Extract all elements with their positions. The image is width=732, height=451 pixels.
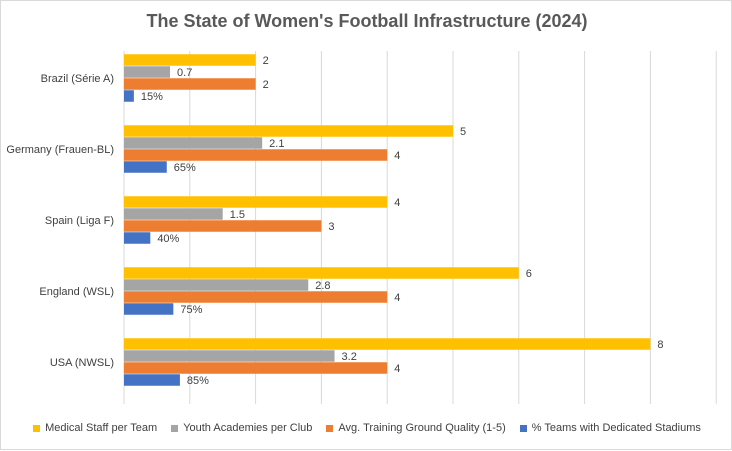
bar-2-0	[124, 362, 388, 374]
data-label: 2	[263, 55, 269, 67]
data-label: 40%	[157, 233, 179, 245]
legend-item-1: Youth Academies per Club	[171, 422, 312, 434]
bar-2-3	[124, 149, 388, 161]
legend-label: Medical Staff per Team	[45, 422, 158, 434]
bar-3-1	[124, 303, 174, 315]
bar-3-3	[124, 161, 167, 173]
bar-2-1	[124, 291, 388, 303]
bar-3-0	[124, 374, 180, 386]
bar-0-3	[124, 125, 453, 137]
bar-2-2	[124, 220, 322, 232]
legend-label: Avg. Training Ground Quality (1-5)	[338, 422, 506, 434]
bar-0-0	[124, 338, 651, 350]
category-label: Germany (Frauen-BL)	[6, 144, 114, 156]
bar-1-1	[124, 279, 309, 291]
category-label: Brazil (Série A)	[41, 73, 114, 85]
data-label: 4	[394, 150, 400, 162]
category-label: England (WSL)	[39, 286, 114, 298]
legend-swatch	[519, 424, 527, 432]
legend-item-2: Avg. Training Ground Quality (1-5)	[326, 422, 506, 434]
data-label: 2.1	[269, 138, 284, 150]
data-label: 2	[263, 79, 269, 91]
legend-swatch	[326, 424, 334, 432]
legend-label: % Teams with Dedicated Stadiums	[531, 422, 701, 434]
data-label: 85%	[187, 375, 209, 387]
bar-0-2	[124, 196, 388, 208]
bar-1-4	[124, 66, 171, 78]
chart-title: The State of Women's Football Infrastruc…	[146, 11, 588, 31]
legend-item-3: % Teams with Dedicated Stadiums	[519, 422, 701, 434]
legend-swatch	[171, 424, 179, 432]
bar-0-1	[124, 267, 519, 279]
chart-legend: Medical Staff per Team Youth Academies pe…	[1, 422, 732, 434]
category-label: USA (NWSL)	[50, 357, 114, 369]
data-label: 2.8	[315, 280, 330, 292]
data-label: 75%	[180, 304, 202, 316]
bar-3-4	[124, 90, 134, 102]
legend-swatch	[33, 424, 41, 432]
data-label: 4	[394, 197, 400, 209]
data-label: 6	[526, 268, 532, 280]
bar-3-2	[124, 232, 151, 244]
bar-1-2	[124, 208, 223, 220]
data-label: 1.5	[230, 209, 245, 221]
bar-0-4	[124, 54, 256, 66]
data-label: 0.7	[177, 67, 192, 79]
bar-1-0	[124, 350, 335, 362]
legend-item-0: Medical Staff per Team	[33, 422, 157, 434]
data-label: 3	[328, 221, 334, 233]
data-label: 3.2	[342, 351, 357, 363]
data-label: 65%	[174, 162, 196, 174]
data-label: 5	[460, 126, 466, 138]
data-label: 4	[394, 363, 400, 375]
data-label: 15%	[141, 91, 163, 103]
bar-1-3	[124, 137, 263, 149]
legend-label: Youth Academies per Club	[183, 422, 313, 434]
bar-2-4	[124, 78, 256, 90]
data-label: 8	[657, 339, 663, 351]
category-label: Spain (Liga F)	[45, 215, 114, 227]
data-label: 4	[394, 292, 400, 304]
